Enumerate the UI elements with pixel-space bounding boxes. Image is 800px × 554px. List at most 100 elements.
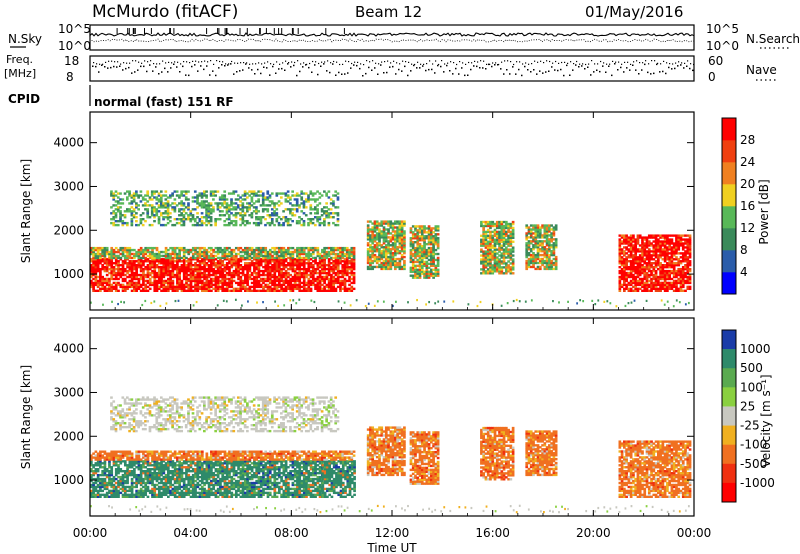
heatmap-cell xyxy=(148,254,152,258)
heatmap-cell xyxy=(652,275,656,279)
heatmap-cell xyxy=(287,252,290,256)
nave-dot xyxy=(273,63,275,65)
heatmap-cell xyxy=(325,264,329,267)
heatmap-cell xyxy=(330,287,333,291)
heatmap-cell xyxy=(391,224,395,227)
heatmap-cell xyxy=(505,222,508,226)
heatmap-cell xyxy=(191,264,195,267)
nave-dot xyxy=(546,60,548,62)
heatmap-cell xyxy=(239,200,242,203)
freq-dot xyxy=(533,69,535,71)
heatmap-cell xyxy=(212,267,215,271)
heatmap-cell xyxy=(210,248,213,252)
heatmap-cell xyxy=(420,256,424,260)
heatmap-cell xyxy=(221,250,225,254)
heatmap-cell xyxy=(629,254,633,257)
heatmap-cell xyxy=(632,267,635,271)
heatmap-cell xyxy=(132,198,136,201)
heatmap-cell xyxy=(378,253,381,257)
heatmap-cell xyxy=(280,287,283,291)
heatmap-cell xyxy=(318,196,322,199)
heatmap-cell xyxy=(332,265,336,269)
heatmap-cell xyxy=(321,271,324,275)
nave-dot xyxy=(165,62,167,64)
heatmap-cell xyxy=(366,261,370,265)
heatmap-cell xyxy=(430,274,433,277)
heatmap-cell xyxy=(509,250,513,253)
heatmap-cell xyxy=(239,218,242,221)
freq-dot xyxy=(116,66,118,68)
heatmap-cell xyxy=(236,212,240,215)
heatmap-cell xyxy=(509,224,513,228)
heatmap-cell xyxy=(511,260,515,263)
heatmap-cell xyxy=(352,254,356,258)
heatmap-cell xyxy=(230,275,234,279)
heatmap-cell xyxy=(194,281,197,285)
heatmap-cell xyxy=(350,265,354,269)
heatmap-cell xyxy=(216,279,220,283)
heatmap-cell xyxy=(652,287,656,291)
heatmap-cell xyxy=(101,277,104,281)
heatmap-cell xyxy=(318,289,322,292)
heatmap-cell xyxy=(336,279,340,283)
heatmap-cell xyxy=(323,219,326,223)
heatmap-cell xyxy=(645,289,649,292)
heatmap-cell xyxy=(336,260,340,263)
heatmap-cell xyxy=(90,279,93,283)
heatmap-cell xyxy=(153,277,157,281)
heatmap-cell xyxy=(241,214,245,217)
heatmap-cell xyxy=(420,264,424,268)
heatmap-cell xyxy=(171,223,174,227)
heatmap-cell xyxy=(130,206,134,209)
heatmap-cell xyxy=(284,281,288,285)
heatmap-cell xyxy=(548,248,551,251)
freq-dot xyxy=(380,64,382,66)
heatmap-cell xyxy=(545,248,549,251)
nave-dot xyxy=(672,63,674,65)
heatmap-cell xyxy=(295,210,299,213)
heatmap-cell xyxy=(239,289,243,292)
heatmap-cell xyxy=(248,273,252,277)
heatmap-cell xyxy=(623,283,626,287)
freq-dot xyxy=(104,66,106,68)
nave-dot xyxy=(678,61,680,63)
heatmap-cell xyxy=(636,269,640,273)
nave-dot xyxy=(669,63,671,65)
heatmap-cell xyxy=(92,246,95,250)
heatmap-cell xyxy=(554,238,558,241)
heatmap-cell xyxy=(105,273,109,277)
freq-dot xyxy=(572,69,574,71)
heatmap-cell xyxy=(623,271,626,275)
heatmap-cell xyxy=(164,267,168,271)
heatmap-cell xyxy=(369,261,372,265)
heatmap-cell xyxy=(500,256,504,259)
heatmap-cell xyxy=(325,267,329,271)
nave-dot xyxy=(540,60,542,62)
heatmap-cell xyxy=(432,231,435,234)
heatmap-cell xyxy=(398,236,402,239)
heatmap-cell xyxy=(193,218,197,221)
heatmap-cell xyxy=(398,265,402,269)
heatmap-cell xyxy=(264,198,267,201)
heatmap-cell xyxy=(200,275,204,279)
heatmap-cell xyxy=(554,263,558,267)
heatmap-cell xyxy=(632,254,635,257)
heatmap-cell xyxy=(178,277,181,281)
heatmap-cell xyxy=(334,265,338,269)
heatmap-cell xyxy=(94,256,98,260)
heatmap-cell xyxy=(550,244,553,247)
heatmap-cell xyxy=(484,236,488,239)
heatmap-cell xyxy=(246,248,249,252)
heatmap-cell xyxy=(384,244,388,247)
heatmap-cell xyxy=(350,277,354,281)
heatmap-cell xyxy=(255,273,259,277)
heatmap-cell xyxy=(116,200,120,203)
heatmap-cell xyxy=(264,264,268,267)
freq-dot xyxy=(413,64,415,67)
heatmap-cell xyxy=(214,262,218,265)
heatmap-cell xyxy=(293,267,297,271)
heatmap-cell xyxy=(239,267,243,271)
heatmap-cell xyxy=(436,241,440,244)
heatmap-cell xyxy=(253,289,256,292)
freq-dot xyxy=(497,64,499,66)
